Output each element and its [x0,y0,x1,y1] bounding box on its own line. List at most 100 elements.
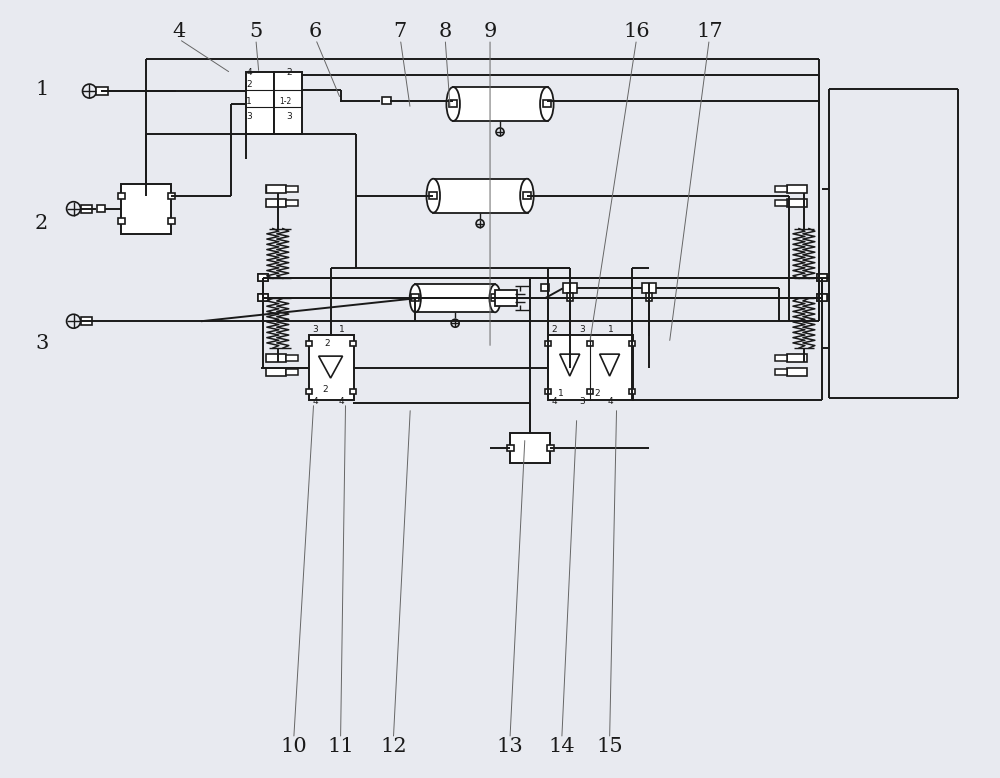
Bar [787,184,807,193]
Bar [787,368,807,376]
Text: 2: 2 [595,389,600,398]
Bar [266,198,286,207]
Text: 5: 5 [249,22,262,40]
Bar [306,342,312,346]
Text: 2: 2 [246,80,252,89]
Bar [286,186,298,191]
Bar [266,354,286,362]
Text: 4: 4 [246,68,252,77]
Bar [266,184,286,193]
Bar [587,389,593,394]
Bar [775,355,787,361]
Text: 4: 4 [173,22,186,40]
Bar [817,275,827,282]
Bar [545,389,551,394]
Bar [775,200,787,205]
Bar [642,283,656,293]
Bar [787,354,807,362]
Bar [411,294,419,301]
Text: 4: 4 [552,397,557,406]
Text: 9: 9 [483,22,497,40]
Bar [787,198,807,207]
Ellipse shape [540,87,554,121]
Text: 4: 4 [608,397,613,406]
Bar [646,293,652,301]
Bar [96,87,108,95]
Bar [453,87,548,121]
Bar [629,342,635,346]
Bar [246,72,274,134]
Bar [168,193,175,198]
Bar [547,445,554,450]
Bar [350,342,356,346]
Text: 2: 2 [323,385,328,394]
Text: 1: 1 [35,79,48,99]
Text: 3: 3 [35,334,48,352]
Text: 13: 13 [497,738,523,756]
Bar [286,355,298,361]
Bar [563,283,577,293]
Bar [81,317,92,325]
Text: 1: 1 [608,325,613,335]
Text: 6: 6 [309,22,322,40]
Bar [286,369,298,375]
Bar [266,368,286,376]
Bar [775,186,787,191]
Bar [81,205,92,212]
Bar [523,191,531,198]
Bar [258,275,268,282]
Text: 14: 14 [548,738,575,756]
Bar [775,369,787,375]
Bar [286,200,298,205]
Bar [429,191,437,198]
Bar [491,294,499,301]
Bar [817,294,827,301]
Ellipse shape [410,285,421,312]
Bar [258,294,268,301]
Bar [306,389,312,394]
Bar [415,285,495,312]
Text: 3: 3 [246,112,252,121]
Text: 8: 8 [439,22,452,40]
Text: 10: 10 [280,738,307,756]
Bar [449,100,457,107]
Bar [507,445,514,450]
Bar [433,179,528,212]
Bar [118,218,125,223]
Text: 15: 15 [596,738,623,756]
Bar [97,205,105,212]
Ellipse shape [446,87,460,121]
Bar [168,218,175,223]
Text: 4: 4 [313,397,318,406]
Bar [543,100,551,107]
Bar [118,193,125,198]
Text: 4: 4 [339,397,344,406]
Text: 2: 2 [35,214,48,233]
Text: 3: 3 [580,397,585,406]
Bar [548,335,633,400]
Text: 1-2: 1-2 [280,97,292,106]
Bar [382,97,391,104]
Bar [817,275,827,282]
Text: 12: 12 [380,738,407,756]
Bar [510,433,550,463]
Ellipse shape [520,179,534,212]
Text: 1: 1 [339,325,344,335]
Text: 1: 1 [558,389,564,398]
Text: 17: 17 [696,22,723,40]
Bar [567,293,573,301]
Text: 1: 1 [246,97,252,106]
Bar [121,184,171,233]
Bar [258,294,268,301]
Bar [629,389,635,394]
Ellipse shape [489,285,501,312]
Text: 2: 2 [552,325,557,335]
Text: 11: 11 [327,738,354,756]
Bar [545,342,551,346]
Bar [817,294,827,301]
Bar [541,285,549,291]
Text: 3: 3 [580,325,585,335]
Text: 3: 3 [286,112,292,121]
Bar [587,342,593,346]
Text: 7: 7 [394,22,407,40]
